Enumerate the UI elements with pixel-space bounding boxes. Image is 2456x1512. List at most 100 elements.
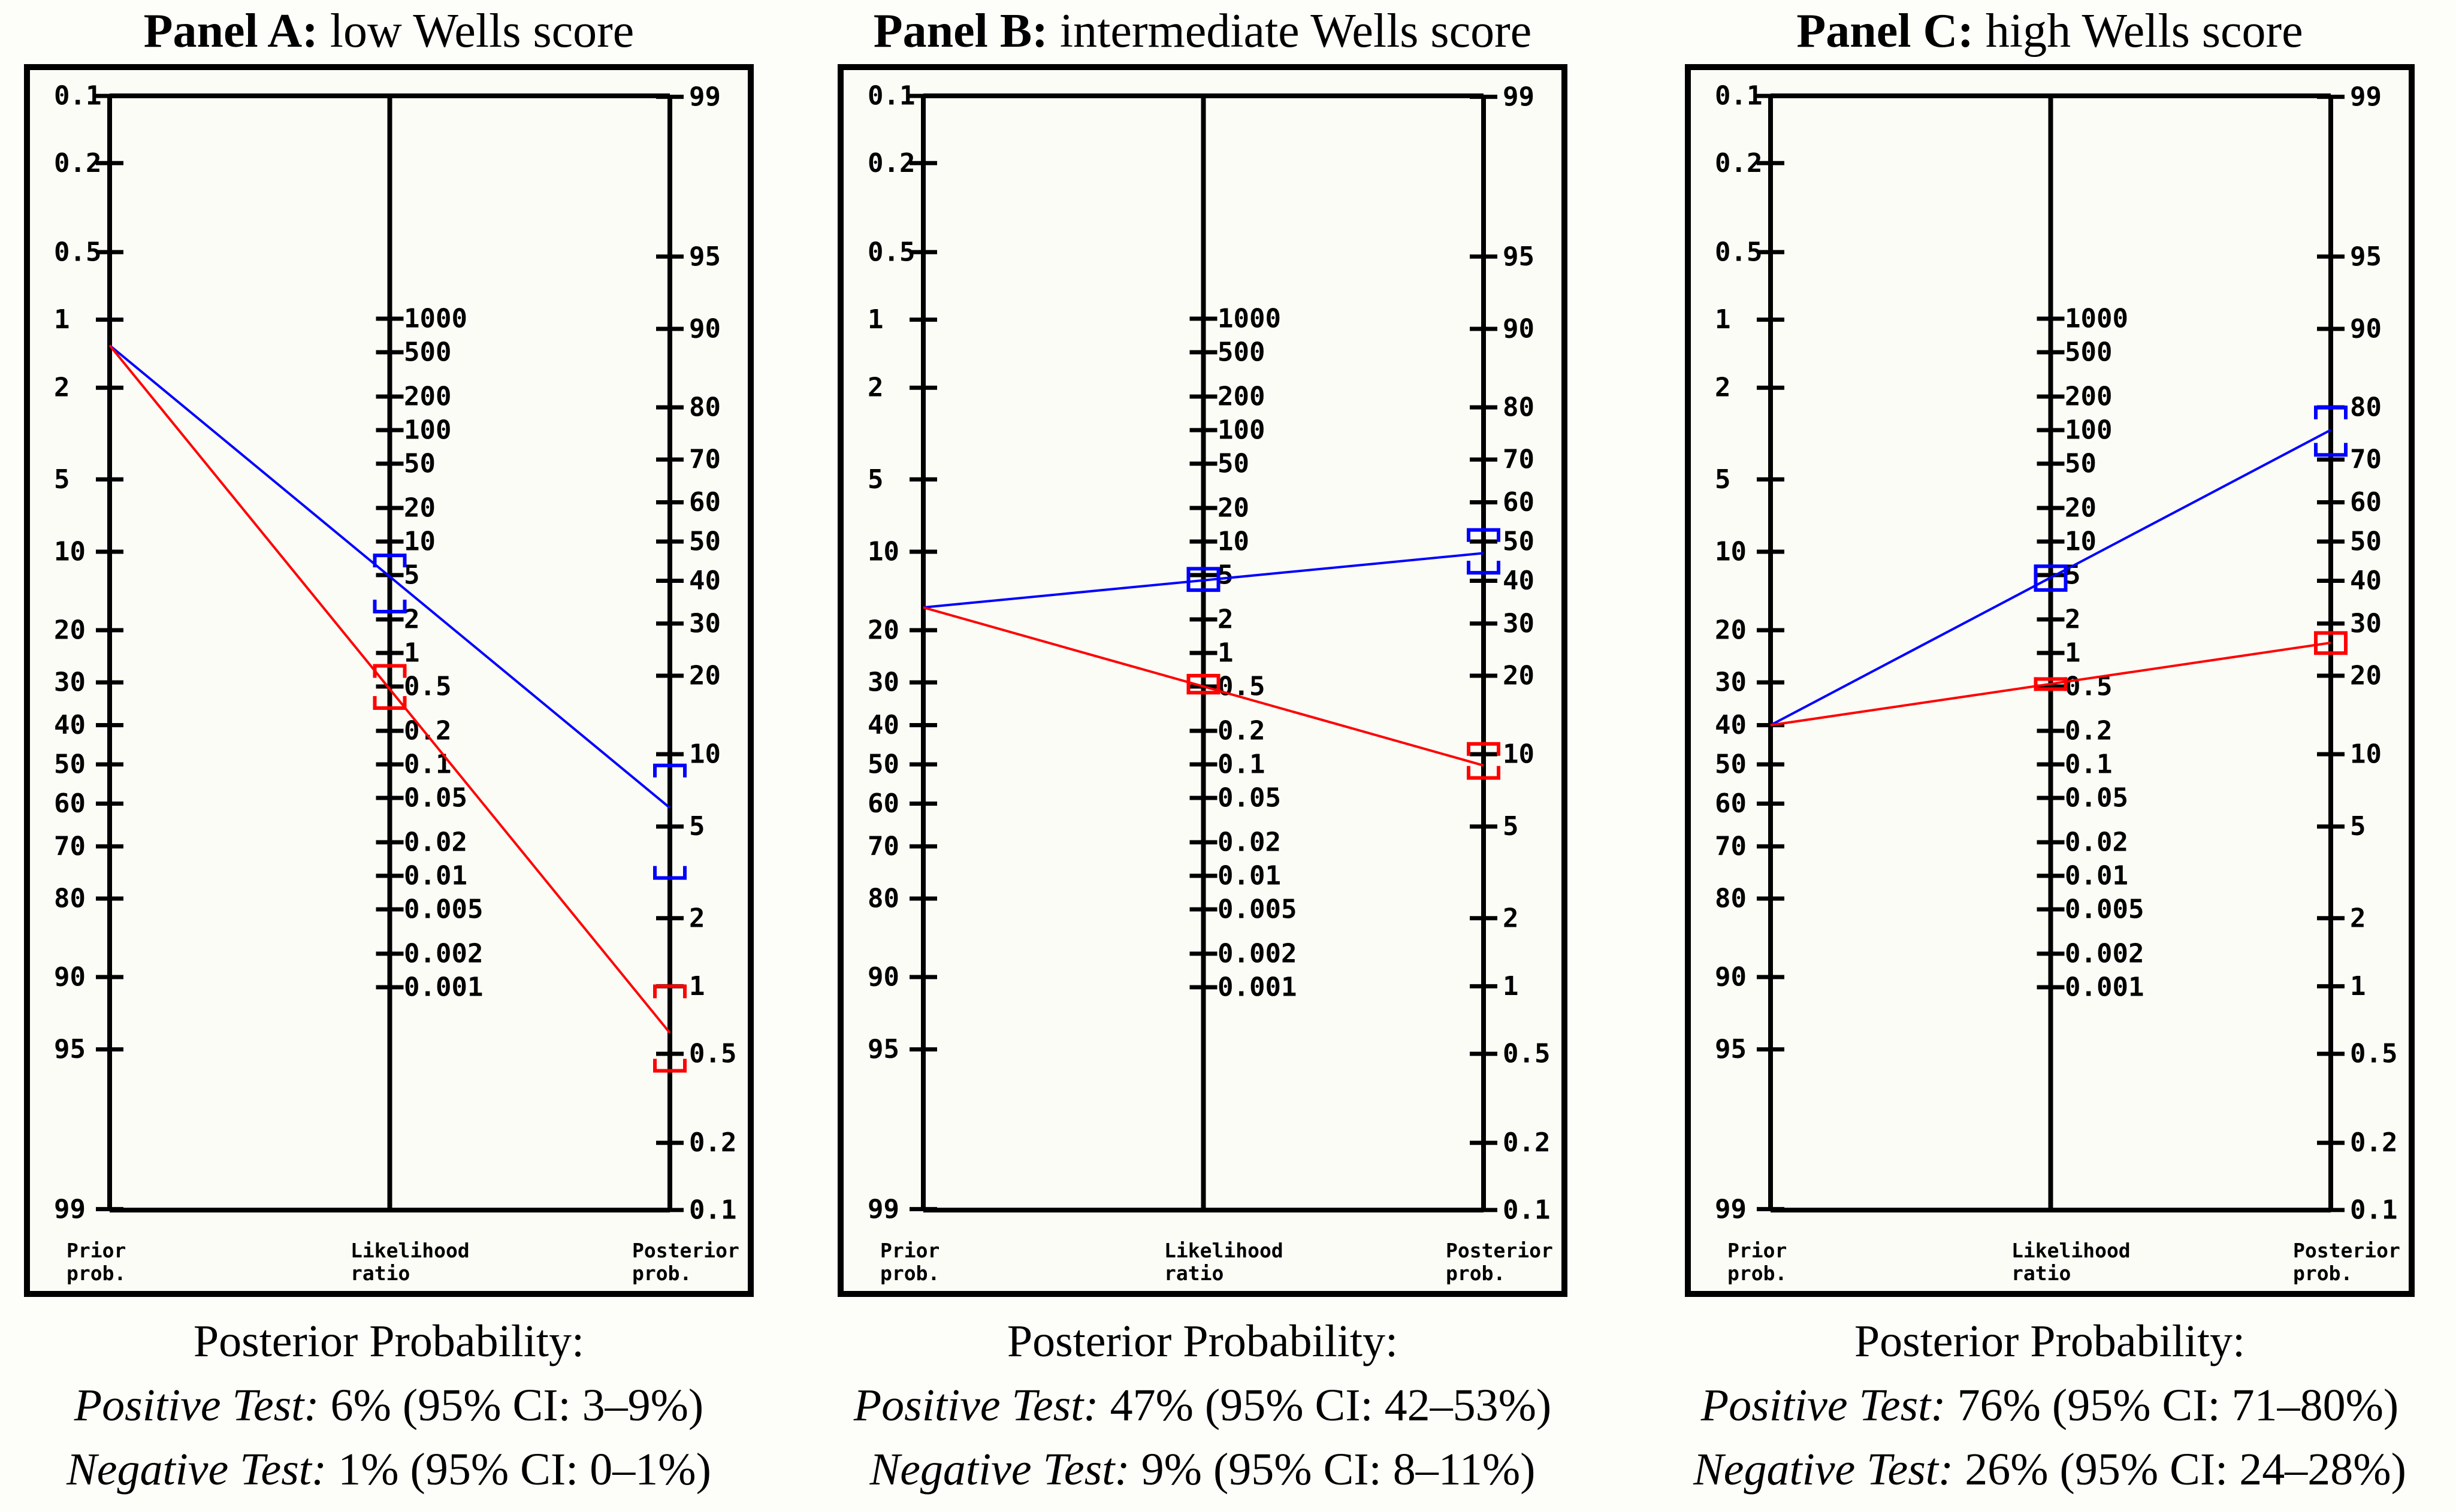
panel-b-title-rest: intermediate Wells score <box>1047 5 1532 58</box>
negative-posterior-ci-upper-bracket <box>1467 742 1500 756</box>
prior-tick-label: 20 <box>54 615 86 646</box>
prior-tick-label: 95 <box>1715 1034 1747 1065</box>
panel-c-positive-result: Positive Test: 76% (95% CI: 71–80%) <box>1685 1374 2415 1438</box>
prior-tick-label: 99 <box>1715 1194 1747 1224</box>
prior-tick-label: 0.5 <box>54 237 101 267</box>
posterior-tick-label: 80 <box>2350 392 2382 423</box>
axis-title: ratio <box>351 1262 410 1285</box>
axis-title: Prior <box>880 1239 939 1262</box>
prior-tick-label: 0.2 <box>1715 148 1762 179</box>
prior-tick-label: 0.1 <box>54 81 101 111</box>
posterior-tick-label: 10 <box>1503 739 1534 769</box>
negative-test-value: 26% (95% CI: 24–28%) <box>1953 1444 2406 1495</box>
posterior-tick-label: 20 <box>689 660 721 691</box>
posterior-tick-label: 90 <box>689 314 721 344</box>
negative-lr-ci-lower-bracket <box>373 695 407 710</box>
positive-posterior-ci-lower-bracket <box>653 866 687 880</box>
positive-posterior-ci-lower-bracket <box>2314 443 2348 457</box>
posterior-tick-label: 60 <box>1503 487 1534 518</box>
lr-tick-label: 50 <box>2065 448 2096 479</box>
negative-test-line <box>108 344 671 1034</box>
prior-tick-label: 2 <box>868 373 884 403</box>
lr-tick-label: 0.005 <box>2065 894 2144 924</box>
lr-tick-label: 50 <box>1218 448 1249 479</box>
axis-title: prob. <box>67 1262 126 1285</box>
positive-lr-ci-upper-bracket <box>1186 567 1221 581</box>
positive-lr-ci-upper-bracket <box>373 554 407 568</box>
axis-title: ratio <box>1164 1262 1224 1285</box>
posterior-tick-label: 1 <box>689 971 705 1002</box>
lr-tick-label: 0.01 <box>2065 861 2128 891</box>
axis-title: prob. <box>880 1262 939 1285</box>
negative-lr-ci-upper-bracket <box>373 664 407 678</box>
panel-b-title-bold: Panel B: <box>873 5 1048 58</box>
prior-tick-label: 40 <box>868 710 899 740</box>
positive-test-line <box>1770 429 2331 727</box>
positive-lr-ci-upper-bracket <box>2034 564 2068 579</box>
positive-posterior-ci-upper-bracket <box>2314 406 2348 420</box>
positive-test-line <box>108 344 671 809</box>
prior-tick-label: 90 <box>868 961 899 992</box>
nomogram-panel-b: 0.10.20.51251020304050607080909599100050… <box>838 64 1567 1297</box>
prior-tick-label: 80 <box>54 883 86 914</box>
axis-title: prob. <box>2293 1262 2352 1285</box>
axis-title: Posterior <box>632 1239 739 1262</box>
panel-b-title: Panel B: intermediate Wells score <box>838 0 1567 62</box>
posterior-tick-label: 0.5 <box>689 1039 736 1069</box>
posterior-tick-label: 70 <box>1503 444 1534 475</box>
panel-c-title: Panel C: high Wells score <box>1685 0 2415 62</box>
lr-tick-label: 20 <box>2065 493 2096 524</box>
lr-tick-label: 0.05 <box>404 782 467 813</box>
negative-test-label: Negative Test: <box>869 1444 1130 1495</box>
prior-tick-label: 50 <box>1715 749 1747 780</box>
nomogram-panel-c: 0.10.20.51251020304050607080909599100050… <box>1685 64 2415 1297</box>
prior-tick-label: 5 <box>1715 464 1731 495</box>
negative-test-value: 1% (95% CI: 0–1%) <box>327 1444 711 1495</box>
posterior-tick-label: 99 <box>689 81 721 112</box>
negative-lr-ci-lower-bracket <box>1186 681 1221 695</box>
negative-posterior-ci-lower-bracket <box>2314 641 2348 655</box>
posterior-tick-label: 5 <box>2350 811 2366 842</box>
prior-tick-label: 70 <box>54 831 86 861</box>
lr-tick-label: 1000 <box>2065 304 2128 334</box>
lr-tick-label: 0.05 <box>1218 782 1281 813</box>
lr-tick-label: 100 <box>2065 415 2112 446</box>
lr-tick-label: 0.002 <box>404 939 483 969</box>
posterior-tick-label: 0.2 <box>689 1127 736 1158</box>
posterior-tick-label: 90 <box>1503 314 1534 344</box>
posterior-tick-label: 30 <box>2350 608 2382 639</box>
posterior-tick-label: 2 <box>2350 903 2366 933</box>
posterior-tick-label: 1 <box>2350 971 2366 1002</box>
prior-tick-label: 0.2 <box>868 148 915 179</box>
posterior-tick-label: 80 <box>689 392 721 423</box>
prior-tick-label: 10 <box>868 537 899 567</box>
lr-tick-label: 0.001 <box>404 972 483 1003</box>
posterior-tick-label: 90 <box>2350 314 2382 344</box>
prior-tick-label: 10 <box>54 537 86 567</box>
lr-tick-label: 50 <box>404 448 436 479</box>
prior-tick-label: 10 <box>1715 537 1747 567</box>
negative-test-value: 9% (95% CI: 8–11%) <box>1129 1444 1536 1495</box>
prior-tick-label: 30 <box>868 667 899 698</box>
panel-c-title-bold: Panel C: <box>1796 5 1974 58</box>
lr-tick-label: 0.002 <box>1218 939 1297 969</box>
panel-b-caption: Posterior Probability: Positive Test: 47… <box>838 1310 1567 1502</box>
lr-tick-label: 0.2 <box>2065 716 2112 746</box>
prior-tick-label: 20 <box>868 615 899 646</box>
positive-test-value: 6% (95% CI: 3–9%) <box>319 1380 704 1431</box>
lr-tick-label: 500 <box>2065 337 2112 367</box>
lr-tick-label: 10 <box>404 527 436 557</box>
posterior-tick-label: 30 <box>689 608 721 639</box>
prior-tick-label: 80 <box>868 883 899 914</box>
prior-tick-label: 70 <box>1715 831 1747 861</box>
panel-c-caption: Posterior Probability: Positive Test: 76… <box>1685 1310 2415 1502</box>
negative-posterior-ci-lower-bracket <box>653 1059 687 1073</box>
prior-tick-label: 0.1 <box>868 81 915 111</box>
posterior-tick-label: 95 <box>2350 241 2382 272</box>
positive-lr-ci-lower-bracket <box>373 600 407 614</box>
posterior-tick-label: 95 <box>689 241 721 272</box>
lr-tick-label: 0.001 <box>1218 972 1297 1003</box>
negative-test-line <box>923 606 1484 767</box>
posterior-tick-label: 0.1 <box>1503 1195 1550 1225</box>
panel-a-title: Panel A: low Wells score <box>24 0 754 62</box>
